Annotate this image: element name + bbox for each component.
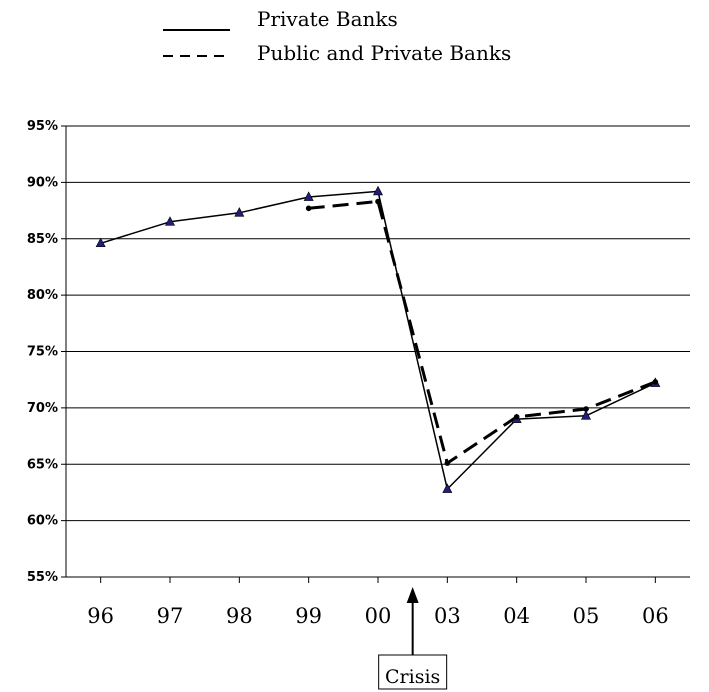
x-tick-label: 99 bbox=[295, 604, 322, 628]
crisis-label-box bbox=[378, 654, 448, 690]
crisis-label: Crisis bbox=[385, 666, 440, 688]
data-point-triangle bbox=[95, 237, 106, 248]
legend-label-private-banks: Private Banks bbox=[257, 7, 398, 31]
legend: Private Banks Public and Private Banks bbox=[163, 7, 511, 65]
data-point-circle bbox=[444, 460, 451, 466]
data-point-triangle bbox=[303, 191, 314, 201]
y-tick-label: 80% bbox=[27, 288, 58, 303]
x-tick-label: 03 bbox=[434, 604, 461, 628]
crisis-arrow-head bbox=[406, 587, 419, 603]
x-tick-label: 05 bbox=[573, 604, 600, 628]
series-markers bbox=[95, 185, 661, 493]
x-tick-label: 04 bbox=[503, 604, 530, 628]
gridlines bbox=[66, 125, 690, 522]
x-tick-label: 96 bbox=[87, 604, 114, 628]
data-point-triangle bbox=[165, 216, 175, 226]
x-axis: 96 97 98 99 00 03 04 05 06 bbox=[66, 576, 690, 628]
y-tick-label: 70% bbox=[27, 401, 58, 416]
y-tick-label: 65% bbox=[27, 457, 58, 472]
y-tick-label: 95% bbox=[27, 119, 58, 134]
y-tick-label: 60% bbox=[27, 514, 58, 529]
data-point-circle bbox=[583, 406, 589, 412]
y-tick-label: 75% bbox=[27, 345, 58, 360]
x-tick-label: 06 bbox=[642, 604, 669, 628]
data-point-circle bbox=[652, 379, 659, 385]
data-point-circle bbox=[513, 414, 520, 420]
y-axis: 55% 60% 65% 70% 75% 80% 85% 90% 95% bbox=[27, 119, 67, 585]
data-point-circle bbox=[375, 198, 381, 205]
data-point-triangle bbox=[234, 207, 245, 217]
series-line-1 bbox=[308, 200, 656, 465]
x-tick-label: 98 bbox=[226, 604, 253, 628]
crisis-annotation: Crisis bbox=[378, 587, 448, 690]
x-tick-label: 00 bbox=[365, 604, 392, 628]
legend-label-public-private-banks: Public and Private Banks bbox=[257, 41, 511, 65]
data-point-circle bbox=[305, 205, 312, 212]
x-tick-label: 97 bbox=[157, 604, 184, 628]
series-lines bbox=[100, 190, 656, 490]
y-tick-label: 85% bbox=[27, 232, 58, 247]
data-point-triangle bbox=[581, 410, 591, 420]
y-tick-label: 90% bbox=[27, 175, 58, 190]
y-tick-label: 55% bbox=[27, 570, 58, 585]
series-line-0 bbox=[100, 190, 656, 490]
data-point-triangle bbox=[373, 185, 383, 196]
data-point-triangle bbox=[442, 483, 453, 493]
